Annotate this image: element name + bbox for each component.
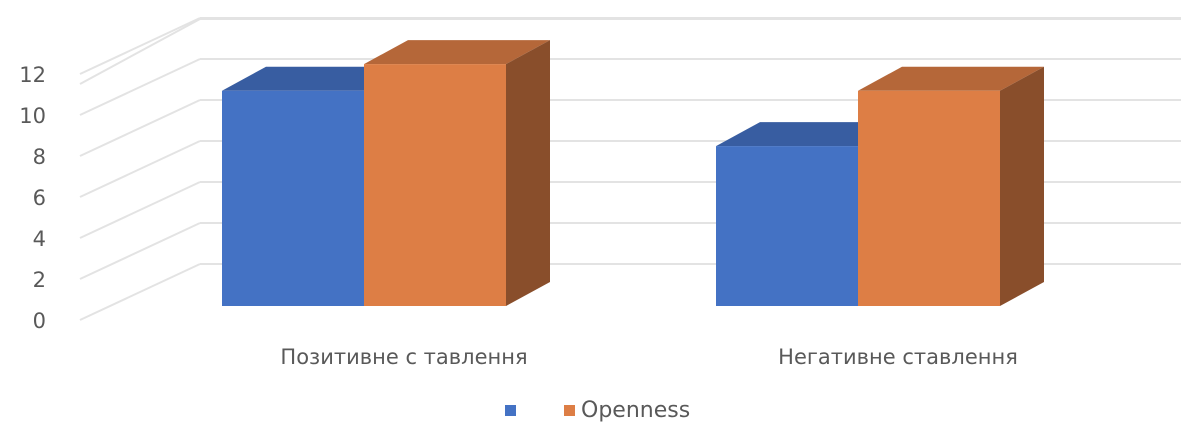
bar xyxy=(858,90,1000,306)
legend-label-series-2: Openness xyxy=(581,398,691,423)
x-axis-label: Позитивне с тавлення xyxy=(280,345,527,369)
bar-top xyxy=(716,122,902,147)
y-tick-label: 10 xyxy=(19,104,46,128)
grid-diagonal xyxy=(79,17,201,75)
y-axis-ticks: 0 2 4 6 8 10 12 xyxy=(19,63,46,333)
grid-diagonal xyxy=(79,263,201,321)
legend: Openness xyxy=(505,398,690,423)
y-tick-label: 6 xyxy=(33,186,46,210)
bar-top xyxy=(858,66,1044,91)
grid-diagonal xyxy=(79,99,201,157)
y-tick-label: 4 xyxy=(33,227,46,251)
bar-side xyxy=(1000,66,1044,306)
legend-item-series-2: Openness xyxy=(564,398,690,423)
grid-diagonal xyxy=(79,18,201,85)
grid-diagonal xyxy=(79,140,201,198)
legend-swatch-series-2 xyxy=(564,405,575,416)
bar-top xyxy=(222,66,408,91)
y-tick-label: 12 xyxy=(19,63,46,87)
bar xyxy=(222,90,364,306)
bar-top xyxy=(364,40,550,65)
bar-side xyxy=(506,40,550,306)
y-tick-label: 0 xyxy=(33,309,46,333)
legend-swatch-series-1 xyxy=(505,405,516,416)
bar xyxy=(716,146,858,306)
legend-item-series-1 xyxy=(505,405,522,416)
grid-diagonal xyxy=(79,181,201,239)
x-axis-label: Негативне ставлення xyxy=(778,345,1018,369)
bar xyxy=(364,64,506,306)
grid-diagonal xyxy=(79,58,201,116)
y-tick-label: 2 xyxy=(33,268,46,292)
bars xyxy=(222,40,1044,306)
grid-diagonal xyxy=(79,222,201,280)
y-tick-label: 8 xyxy=(33,145,46,169)
x-axis-labels: Позитивне с тавлення Негативне ставлення xyxy=(280,345,1017,369)
